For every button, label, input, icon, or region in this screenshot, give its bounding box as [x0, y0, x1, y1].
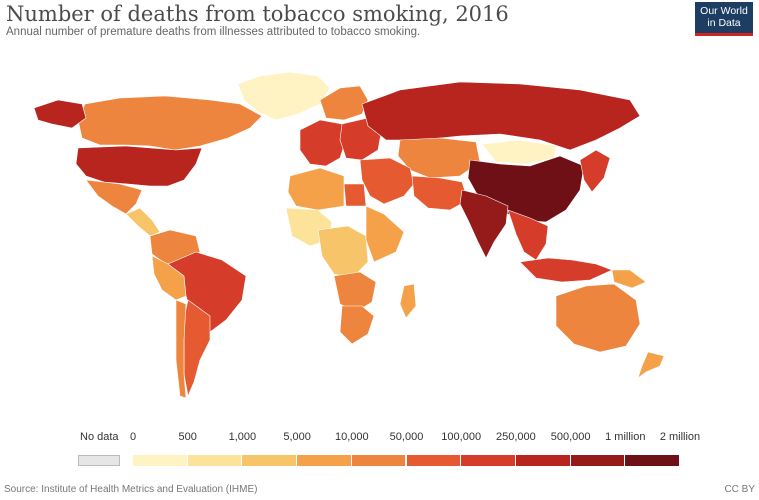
legend-threshold-label: 250,000 [496, 431, 536, 443]
country-region[interactable] [579, 149, 611, 193]
legend-color-swatch[interactable] [133, 455, 188, 466]
country-region[interactable] [637, 351, 665, 379]
country-region[interactable] [611, 269, 647, 289]
legend-threshold-label: 5,000 [283, 431, 311, 443]
country-region[interactable] [343, 183, 367, 207]
country-region[interactable] [411, 175, 469, 211]
legend-threshold-label: 1,000 [228, 431, 257, 443]
legend-color-swatch[interactable] [351, 455, 407, 466]
logo-accent-bar [695, 33, 753, 36]
legend-threshold-label: 10,000 [334, 431, 369, 443]
country-region[interactable] [459, 189, 509, 259]
country-region[interactable] [299, 119, 347, 167]
legend-threshold-label: 500 [178, 431, 197, 443]
country-region[interactable] [77, 95, 263, 151]
legend-color-swatch[interactable] [570, 455, 626, 466]
country-region[interactable] [333, 271, 377, 313]
legend-no-data-swatch [78, 455, 120, 466]
country-region[interactable] [339, 305, 375, 345]
country-region[interactable] [359, 157, 415, 205]
legend-color-swatch[interactable] [187, 455, 243, 466]
country-region[interactable] [507, 209, 549, 261]
legend-color-swatch[interactable] [242, 455, 298, 466]
country-region[interactable] [237, 71, 331, 121]
country-region[interactable] [183, 299, 211, 397]
country-region[interactable] [519, 257, 613, 283]
country-region[interactable] [317, 225, 369, 279]
source-note: Source: Institute of Health Metrics and … [4, 484, 258, 495]
legend-color-swatch[interactable] [461, 455, 516, 466]
legend-threshold-label: 50,000 [389, 431, 424, 443]
country-region[interactable] [365, 205, 405, 263]
license-label: CC BY [724, 484, 755, 495]
logo-line-1: Our World [700, 5, 748, 17]
country-region[interactable] [399, 283, 417, 319]
country-region[interactable] [175, 299, 187, 399]
owid-logo[interactable]: Our World in Data [695, 2, 753, 36]
page-title: Number of deaths from tobacco smoking, 2… [6, 2, 509, 26]
country-region[interactable] [167, 251, 247, 333]
country-region[interactable] [125, 207, 161, 237]
logo-line-2: in Data [707, 17, 741, 29]
page-subtitle: Annual number of premature deaths from i… [6, 26, 421, 38]
legend-no-data-label: No data [80, 431, 119, 443]
legend-threshold-label: 0 [129, 431, 137, 443]
country-region[interactable] [85, 179, 143, 215]
country-region[interactable] [287, 167, 345, 211]
legend-color-swatch[interactable] [297, 455, 352, 466]
legend-threshold-label: 2 million [659, 431, 701, 443]
country-region[interactable] [33, 99, 87, 129]
legend-threshold-label: 1 million [605, 431, 646, 443]
legend-color-swatch[interactable] [406, 455, 462, 466]
legend-threshold-label: 500,000 [550, 431, 591, 443]
legend-threshold-label: 100,000 [441, 431, 482, 443]
country-region[interactable] [75, 145, 203, 187]
legend-color-swatch[interactable] [515, 455, 571, 466]
legend-color-swatch[interactable] [625, 455, 680, 466]
country-region[interactable] [397, 137, 481, 179]
country-region[interactable] [555, 283, 641, 353]
country-region[interactable] [481, 139, 557, 165]
